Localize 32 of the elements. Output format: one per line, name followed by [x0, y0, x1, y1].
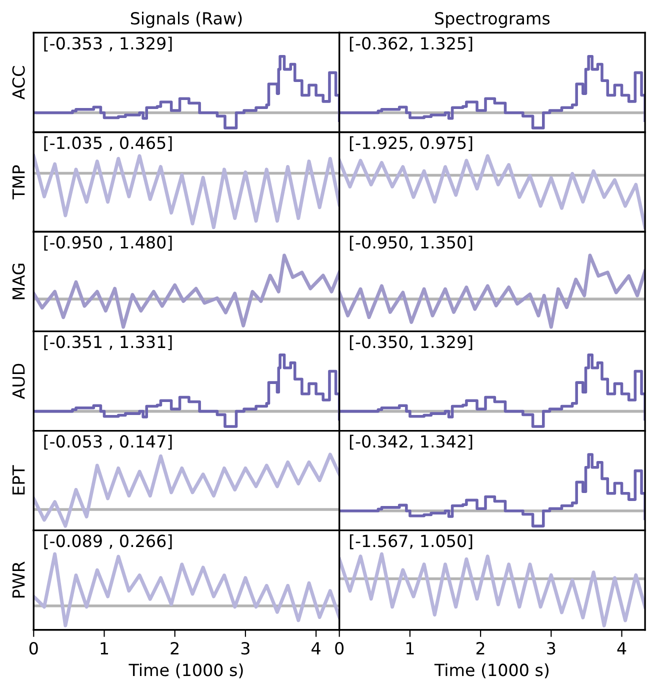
y-axis-title: ACC — [12, 66, 25, 100]
x-axis-title: Time (1000 s) — [128, 663, 243, 678]
x-tick-label: 1 — [406, 642, 414, 654]
x-tick-label: 4 — [312, 642, 320, 654]
x-tick-label: 2 — [476, 642, 484, 654]
x-tick-label: 0 — [29, 642, 38, 655]
text: [-1.925, 0.975] — [350, 136, 472, 152]
y-axis-title: AUD — [12, 364, 25, 400]
text: [-1.567, 1.050] — [350, 534, 472, 550]
y-axis-title: EPT — [12, 465, 25, 494]
chart-title: Spectrograms — [435, 12, 550, 28]
text: [-0.362, 1.325] — [350, 36, 472, 52]
x-tick-label: 2 — [170, 642, 178, 654]
text: [-1.035 , 0.465] — [44, 136, 172, 152]
text: [-0.089 , 0.266] — [44, 534, 172, 550]
x-tick-label: 4 — [617, 642, 626, 654]
text: [-0.351 , 1.331] — [44, 335, 172, 350]
text: [-0.350, 1.329] — [350, 335, 472, 350]
y-axis-title: TMP — [12, 165, 25, 200]
x-tick-label: 1 — [100, 642, 108, 654]
text: [-0.053 , 0.147] — [44, 434, 172, 450]
x-tick-label: 0 — [335, 642, 344, 655]
text: [-0.342, 1.342] — [350, 434, 472, 450]
text: [-0.353 , 1.329] — [44, 36, 172, 52]
x-tick-label: 3 — [547, 642, 556, 655]
chart-title: Signals (Raw) — [130, 12, 242, 28]
text: [-0.950 , 1.480] — [44, 236, 172, 251]
y-axis-title: PWR — [12, 562, 25, 598]
y-axis-title: MAG — [12, 264, 25, 300]
text: [-0.950, 1.350] — [350, 236, 472, 251]
x-tick-label: 3 — [241, 642, 250, 655]
x-axis-title: Time (1000 s) — [434, 663, 549, 678]
